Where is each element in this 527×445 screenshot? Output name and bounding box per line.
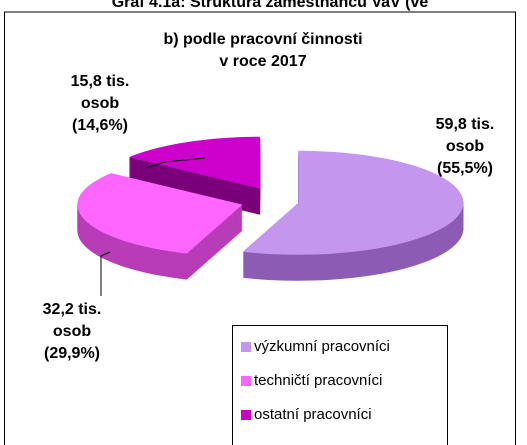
legend-box [232, 325, 448, 445]
data-label: osob [53, 323, 91, 340]
data-label: osob [446, 138, 484, 155]
slice-top [242, 150, 464, 255]
leader-line [100, 251, 111, 296]
legend-swatch [241, 410, 251, 420]
data-label: (29,9%) [44, 345, 100, 362]
data-label: osob [81, 95, 119, 112]
pie-slice [77, 173, 243, 280]
legend-swatch [241, 342, 251, 352]
chart-title: b) podle pracovní činnosti [163, 31, 362, 48]
pie-slice [128, 136, 261, 215]
chart-title: v roce 2017 [219, 53, 306, 70]
data-label: 32,2 tis. [43, 301, 102, 318]
slice-top [128, 136, 261, 189]
data-label: 59,8 tis. [436, 116, 495, 133]
legend-label: výzkumní pracovníci [254, 338, 390, 355]
data-label: (55,5%) [437, 160, 493, 177]
supertitle: Graf 4.1a: Struktura zaměstnanců VaV (ve [112, 0, 429, 11]
legend-label: techničtí pracovníci [254, 372, 382, 389]
legend-label: ostatní pracovníci [254, 406, 372, 423]
leader-line [144, 157, 206, 169]
legend-swatch [241, 376, 251, 386]
data-label: 15,8 tis. [71, 73, 130, 90]
data-label: (14,6%) [72, 117, 128, 134]
pie-slice [242, 150, 464, 281]
slice-top [77, 173, 243, 254]
frame [4, 11, 516, 445]
